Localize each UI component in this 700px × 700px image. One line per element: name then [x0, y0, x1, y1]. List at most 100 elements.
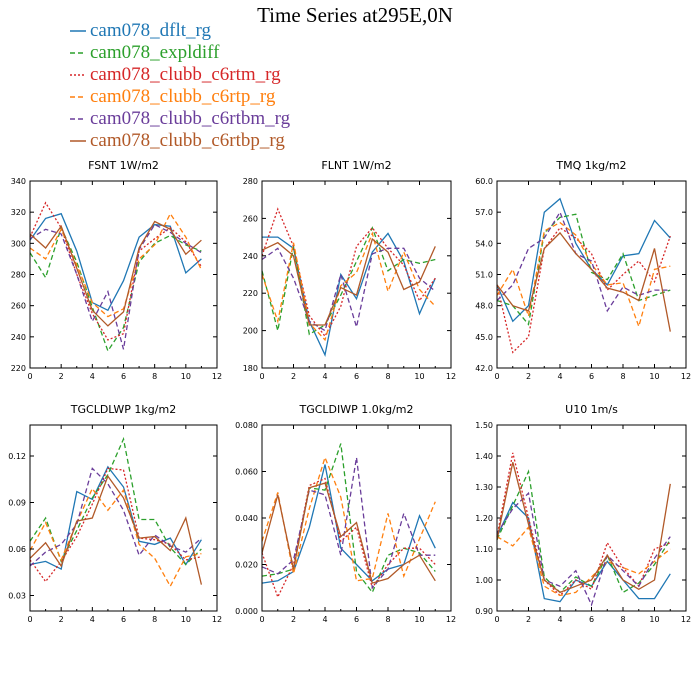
series-line: [29, 212, 202, 312]
x-tick-label: 8: [620, 372, 625, 381]
y-tick-label: 240: [11, 333, 26, 342]
y-tick-label: 1.00: [475, 576, 493, 585]
series-line: [261, 482, 436, 584]
y-tick-label: 0.040: [235, 514, 258, 523]
x-tick-label: 10: [414, 372, 424, 381]
x-tick-label: 12: [681, 615, 691, 624]
y-tick-label: 320: [11, 208, 26, 217]
x-tick-label: 10: [649, 615, 659, 624]
chart-panels: FSNT 1W/m20 2 4 6 8 10 12220240260280300320340…: [8, 159, 691, 624]
x-tick-label: 12: [212, 615, 222, 624]
x-tick-label: 10: [181, 615, 191, 624]
legend-item: cam078_clubb_c6rtp_rg: [70, 86, 276, 107]
legend-item: cam078_clubb_c6rtm_rg: [70, 64, 281, 85]
series-line: [29, 474, 203, 585]
series-line: [29, 465, 202, 571]
y-tick-label: 260: [11, 302, 26, 311]
legend-label: cam078_dflt_rg: [90, 20, 212, 41]
y-tick-label: 0.90: [475, 607, 493, 616]
x-tick-label: 6: [354, 372, 359, 381]
plot-frame: [496, 424, 687, 612]
series-line: [29, 467, 202, 567]
y-tick-label: 1.50: [475, 421, 493, 430]
chart-panel: TGCLDLWP 1kg/m2 0 2 4 6 8 10 12 0.03 0.06 0.09 0.12: [8, 403, 222, 624]
legend: cam078_dflt_rgcam078_expldiffcam078_club…: [70, 20, 291, 151]
x-tick-label: 12: [446, 615, 456, 624]
x-tick-label: 6: [121, 372, 126, 381]
y-tick-label: 1.20: [475, 514, 493, 523]
series-line: [261, 477, 436, 599]
series-line: [261, 455, 436, 582]
plot-frame: [29, 180, 218, 369]
y-tick-label: 57.0: [475, 208, 493, 217]
y-tick-label: 0.020: [235, 561, 258, 570]
series-line: [29, 212, 202, 318]
y-tick-label: 260: [243, 214, 258, 223]
series-line: [29, 201, 202, 341]
figure-title: Time Series at295E,0N: [257, 3, 453, 27]
x-tick-label: 12: [446, 372, 456, 381]
series-line: [496, 525, 671, 597]
legend-label: cam078_clubb_c6rtp_rg: [90, 86, 276, 107]
x-tick-label: 2: [291, 372, 296, 381]
legend-label: cam078_expldiff: [90, 42, 220, 63]
y-tick-label: 42.0: [475, 364, 493, 373]
x-tick-label: 10: [181, 372, 191, 381]
y-tick-label: 54.0: [475, 239, 493, 248]
series-line: [29, 467, 202, 583]
y-tick-label: 240: [243, 252, 258, 261]
legend-item: cam078_dflt_rg: [70, 20, 212, 41]
y-tick-label: 280: [11, 271, 26, 280]
chart-panel: FLNT 1W/m2 0 2 4 6 8 10 12 180 200 220 240 260 280: [243, 159, 456, 381]
panel-title: TMQ 1kg/m2: [555, 159, 626, 172]
panel-title: TGCLDLWP 1kg/m2: [70, 403, 176, 416]
series-line: [496, 491, 671, 607]
x-tick-label: 2: [291, 615, 296, 624]
y-tick-label: 220: [243, 289, 258, 298]
x-tick-label: 6: [121, 615, 126, 624]
y-tick-label: 45.0: [475, 333, 493, 342]
y-tick-label: 180: [243, 364, 258, 373]
legend-item: cam078_clubb_c6rtbp_rg: [70, 130, 285, 151]
y-tick-label: 60.0: [475, 177, 493, 186]
plot-frame: [261, 424, 452, 612]
y-tick-label: 0.09: [8, 499, 26, 508]
y-tick-label: 340: [11, 177, 26, 186]
series-line: [496, 226, 671, 354]
x-tick-label: 0: [259, 372, 264, 381]
y-tick-label: 200: [243, 327, 258, 336]
x-tick-label: 0: [27, 372, 32, 381]
y-tick-label: 0.060: [235, 468, 258, 477]
chart-panel: U10 1m/s 0 2 4 6 8 10 12 0.90 1.00 1.10 1.20 1.30 1.4…: [475, 403, 691, 624]
x-tick-label: 4: [90, 372, 95, 381]
series-line: [261, 443, 436, 594]
x-tick-label: 0: [259, 615, 264, 624]
series-line: [496, 462, 671, 594]
x-tick-label: 0: [494, 372, 499, 381]
y-tick-label: 0.12: [8, 452, 26, 461]
legend-label: cam078_clubb_c6rtm_rg: [90, 64, 281, 85]
legend-label: cam078_clubb_c6rtbp_rg: [90, 130, 285, 151]
plot-frame: [29, 424, 218, 612]
x-tick-label: 4: [322, 615, 327, 624]
legend-item: cam078_expldiff: [70, 42, 220, 63]
y-tick-label: 300: [11, 239, 26, 248]
x-tick-label: 6: [589, 615, 594, 624]
series-line: [261, 457, 436, 590]
legend-item: cam078_clubb_c6rtbm_rg: [70, 108, 291, 129]
x-tick-label: 4: [557, 615, 562, 624]
y-tick-label: 51.0: [475, 271, 493, 280]
series-line: [261, 237, 436, 326]
panel-title: FLNT 1W/m2: [321, 159, 391, 172]
series-line: [496, 197, 671, 323]
series-line: [496, 221, 671, 329]
series-line: [261, 464, 436, 584]
x-tick-label: 4: [322, 372, 327, 381]
x-tick-label: 8: [152, 615, 157, 624]
series-line: [29, 487, 202, 588]
x-tick-label: 2: [59, 615, 64, 624]
panel-title: TGCLDIWP 1.0kg/m2: [298, 403, 413, 416]
panel-title: FSNT 1W/m2: [88, 159, 159, 172]
x-tick-label: 8: [385, 615, 390, 624]
